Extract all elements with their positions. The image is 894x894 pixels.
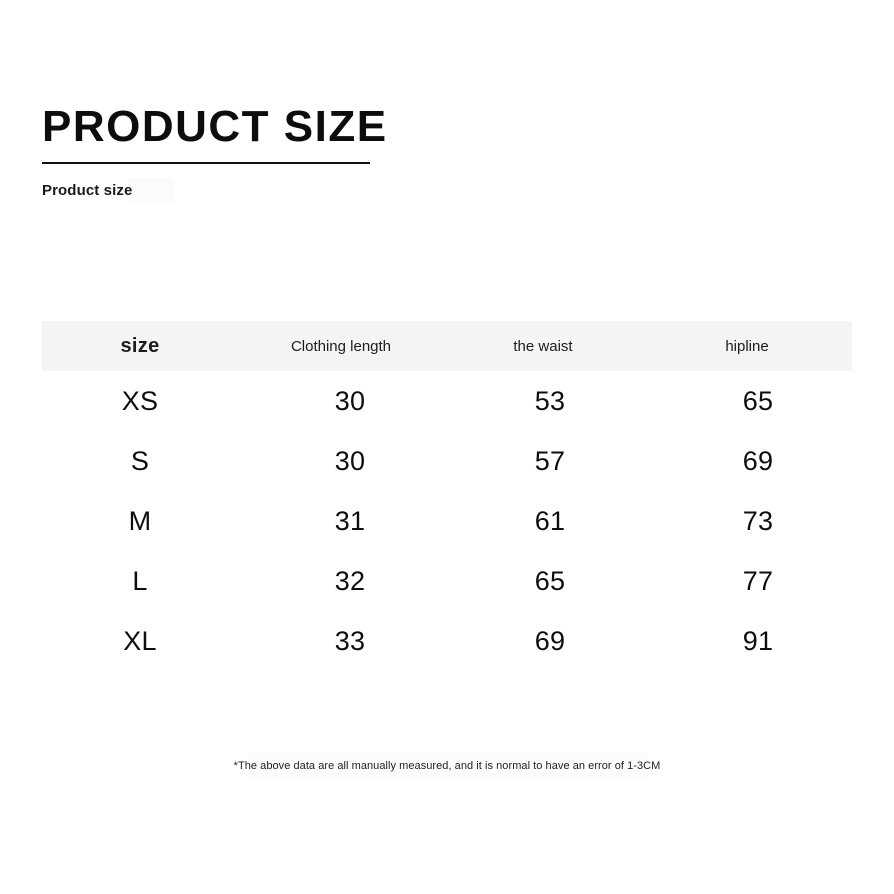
title-underline-rule (42, 161, 370, 164)
subtitle-highlight-wash (128, 178, 174, 204)
cell-clothing-length: 30 (334, 385, 366, 416)
cell-size: XL (123, 625, 157, 656)
cell-size: L (132, 565, 148, 596)
page-title: PRODUCT SIZE (42, 102, 388, 151)
cell-size: XS (121, 385, 159, 416)
cell-size: M (128, 505, 152, 536)
table-row: M 31 61 73 (42, 491, 852, 551)
cell-hipline: 65 (742, 385, 774, 416)
cell-hipline: 77 (742, 565, 774, 596)
cell-clothing-length: 31 (334, 505, 366, 536)
cell-the-waist: 53 (534, 385, 566, 416)
cell-clothing-length: 32 (334, 565, 366, 596)
table-body: XS 30 53 65 S 30 57 69 M 31 61 73 L 32 6… (42, 371, 852, 671)
cell-hipline: 69 (742, 445, 774, 476)
table-row: XS 30 53 65 (42, 371, 852, 431)
cell-hipline: 73 (742, 505, 774, 536)
table-header-row: size Clothing length the waist hipline (42, 321, 852, 371)
table-row: L 32 65 77 (42, 551, 852, 611)
table-row: S 30 57 69 (42, 431, 852, 491)
cell-hipline: 91 (742, 625, 774, 656)
cell-the-waist: 65 (534, 565, 566, 596)
cell-the-waist: 57 (534, 445, 566, 476)
column-header-hipline: hipline (725, 337, 769, 355)
column-header-the-waist: the waist (513, 337, 573, 355)
column-header-size: size (120, 334, 160, 357)
cell-clothing-length: 30 (334, 445, 366, 476)
cell-the-waist: 61 (534, 505, 566, 536)
cell-clothing-length: 33 (334, 625, 366, 656)
table-header: size Clothing length the waist hipline (42, 321, 852, 371)
measurement-disclaimer: *The above data are all manually measure… (233, 760, 661, 772)
cell-the-waist: 69 (534, 625, 566, 656)
cell-size: S (130, 445, 150, 476)
size-chart-table: size Clothing length the waist hipline X… (42, 321, 852, 671)
column-header-clothing-length: Clothing length (290, 337, 392, 355)
table-row: XL 33 69 91 (42, 611, 852, 671)
page-subtitle: Product size (42, 182, 133, 199)
title-block: PRODUCT SIZE (42, 102, 388, 164)
